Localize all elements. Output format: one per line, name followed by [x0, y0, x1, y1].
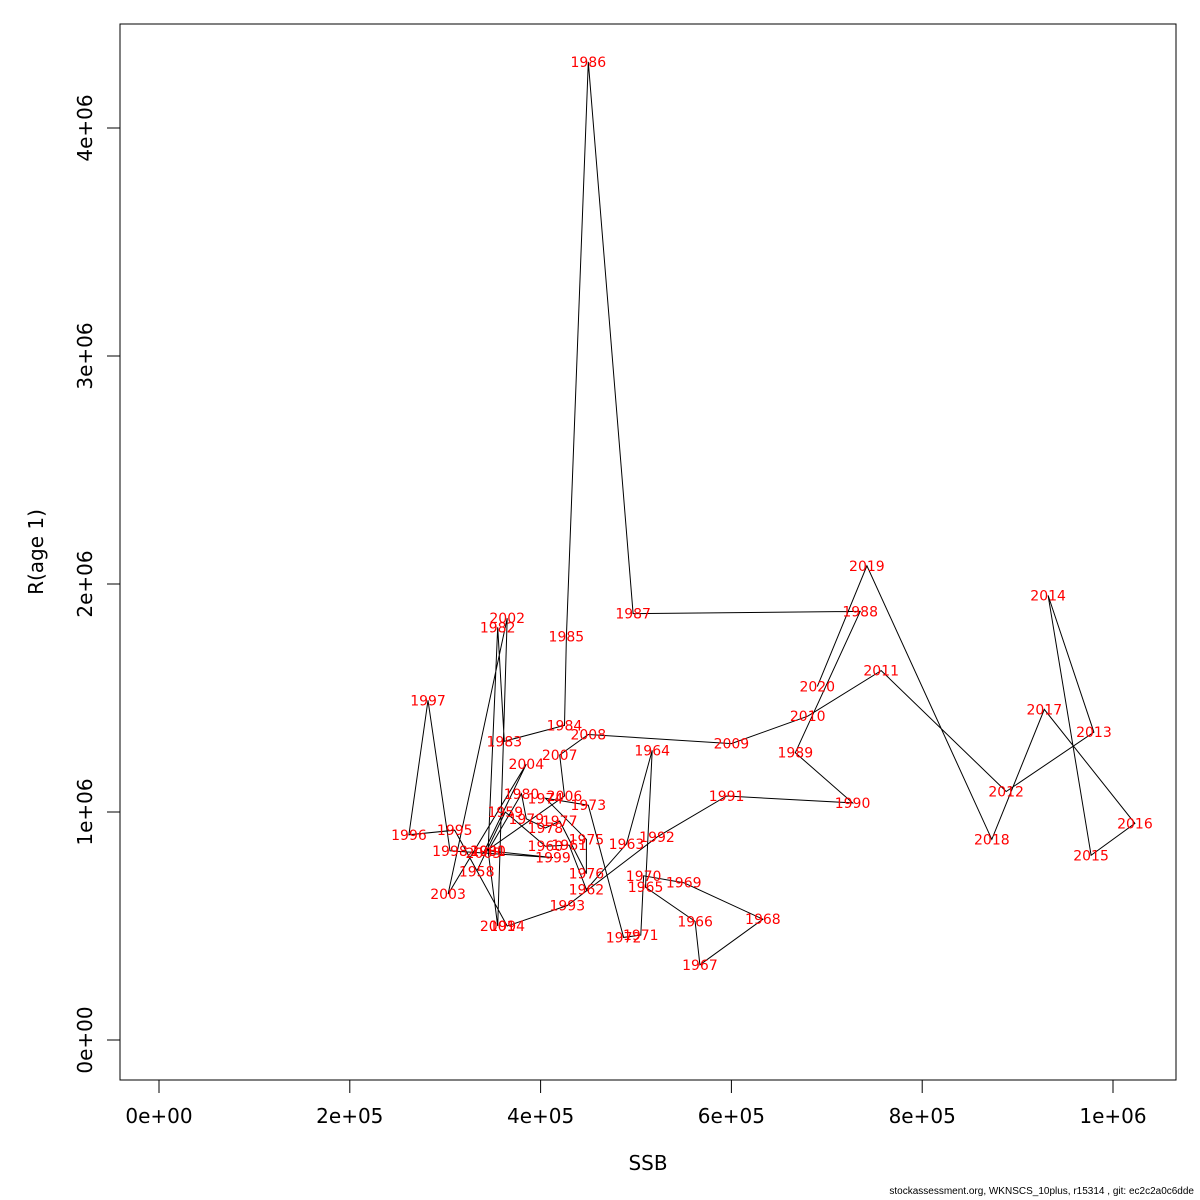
y-tick-label: 4e+06 [73, 94, 97, 161]
year-point-label: 2013 [1076, 725, 1112, 741]
year-point-label: 1995 [437, 823, 473, 839]
year-point-label: 2002 [489, 611, 525, 627]
year-point-label: 1984 [547, 718, 583, 734]
year-point-label: 1985 [549, 629, 585, 645]
year-point-label: 1960 [528, 839, 564, 855]
year-point-label: 1966 [677, 914, 713, 930]
year-point-label: 1983 [487, 734, 523, 750]
y-axis-title: R(age 1) [24, 509, 48, 595]
year-point-label: 1959 [487, 805, 523, 821]
year-point-label: 2004 [508, 757, 544, 773]
x-tick-label: 4e+05 [507, 1104, 574, 1128]
year-point-label: 1962 [569, 883, 605, 899]
year-point-label: 1999 [535, 851, 571, 867]
year-point-label: 1976 [569, 867, 605, 883]
year-point-label: 1980 [504, 787, 540, 803]
year-point-label: 2019 [849, 559, 885, 575]
year-point-label: 1970 [626, 869, 662, 885]
stock-recruitment-path [408, 61, 1136, 966]
year-point-label: 1961 [551, 838, 587, 854]
year-point-label: 2009 [714, 737, 750, 753]
year-point-label: 1964 [634, 743, 670, 759]
year-point-label: 1958 [459, 864, 495, 880]
year-point-label: 1996 [391, 828, 427, 844]
year-point-label: 1989 [777, 746, 813, 762]
year-point-label: 1973 [570, 798, 606, 814]
year-point-label: 1972 [606, 930, 642, 946]
year-point-label: 1969 [666, 876, 702, 892]
year-point-label: 1971 [623, 928, 659, 944]
year-point-label: 2018 [974, 832, 1010, 848]
x-tick-label: 6e+05 [698, 1104, 765, 1128]
year-point-label: 2010 [790, 709, 826, 725]
y-tick-label: 0e+00 [73, 1006, 97, 1073]
plot-frame [119, 23, 1177, 1081]
year-point-label: 1994 [489, 919, 525, 935]
year-point-label: 2011 [863, 664, 899, 680]
x-tick-label: 2e+05 [316, 1104, 383, 1128]
year-point-label: 2003 [430, 887, 466, 903]
year-point-label: 2007 [542, 748, 578, 764]
x-axis-title: SSB [628, 1151, 667, 1175]
x-tick-label: 0e+00 [125, 1104, 192, 1128]
year-point-label: 1978 [528, 821, 564, 837]
year-point-label: 1977 [542, 814, 578, 830]
year-point-label: 2012 [988, 784, 1024, 800]
y-tick-label: 2e+06 [73, 550, 97, 617]
year-point-label: 1982 [480, 620, 516, 636]
year-point-label: 1986 [570, 55, 606, 71]
year-point-label: 1993 [549, 898, 585, 914]
year-point-label: 1988 [842, 604, 878, 620]
source-footer: stockassessment.org, WKNSCS_10plus, r153… [889, 1186, 1194, 1197]
year-point-label: 1992 [639, 830, 675, 846]
year-point-label: 2015 [1073, 848, 1109, 864]
year-point-label: 2006 [547, 789, 583, 805]
year-point-label: 1987 [615, 607, 651, 623]
y-tick-label: 1e+06 [73, 778, 97, 845]
year-point-label: 2016 [1117, 816, 1153, 832]
x-tick-label: 8e+05 [889, 1104, 956, 1128]
year-point-label: 1990 [835, 796, 871, 812]
year-point-label: 2014 [1030, 588, 1066, 604]
year-point-label: 1979 [508, 812, 544, 828]
year-point-label: 2020 [799, 680, 835, 696]
year-point-label: 1963 [609, 837, 645, 853]
y-tick-label: 3e+06 [73, 322, 97, 389]
series-path-group [408, 61, 1136, 966]
year-point-label: 2008 [570, 727, 606, 743]
year-point-label: 1997 [410, 693, 446, 709]
year-point-label: 1968 [745, 912, 781, 928]
year-point-label: 1965 [628, 880, 664, 896]
year-point-label: 1981 [470, 844, 506, 860]
year-point-label: 1975 [569, 832, 605, 848]
year-point-label: 2017 [1026, 702, 1062, 718]
x-tick-label: 1e+06 [1079, 1104, 1146, 1128]
year-point-label: 2000 [470, 844, 506, 860]
year-point-label: 2005 [466, 846, 502, 862]
year-point-label: 1991 [709, 789, 745, 805]
year-point-label: 1967 [682, 958, 718, 974]
year-point-label: 1998 [432, 844, 468, 860]
year-point-label: 2001 [480, 919, 516, 935]
year-point-label: 1974 [528, 791, 564, 807]
axes: 0e+00 2e+05 4e+05 6e+05 8e+05 1e+06 0e+00 1e+06… [73, 94, 1147, 1128]
